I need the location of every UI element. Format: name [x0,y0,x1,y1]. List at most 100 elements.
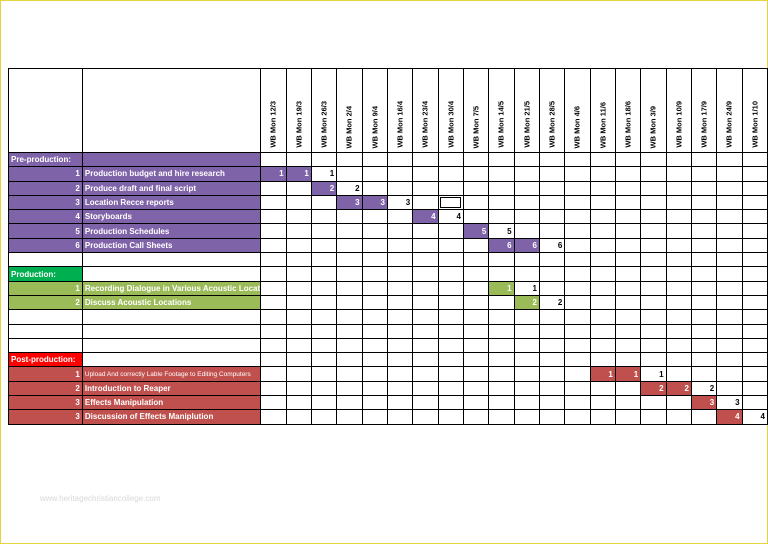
grid-cell[interactable] [564,166,591,182]
grid-cell[interactable] [361,223,388,239]
grid-cell[interactable] [640,252,667,268]
grid-cell[interactable] [716,309,743,325]
grid-cell[interactable] [690,180,718,196]
blank-cell[interactable] [81,252,262,268]
grid-cell[interactable] [741,380,768,397]
task-name[interactable]: Production Call Sheets [81,237,262,254]
grid-cell[interactable] [589,380,616,397]
grid-cell[interactable] [361,280,388,296]
grid-cell[interactable] [462,323,490,339]
grid-cell[interactable] [310,380,338,397]
grid-cell[interactable] [488,395,515,411]
grid-cell[interactable] [310,151,338,168]
grid-cell[interactable] [741,323,768,339]
grid-cell[interactable] [564,180,591,196]
grid-cell[interactable] [412,337,439,354]
grid-cell[interactable] [310,223,338,239]
grid-cell[interactable] [741,352,768,368]
task-name[interactable]: Upload And correctly Lable Footage to Ed… [81,366,262,382]
grid-cell[interactable] [412,151,439,168]
gantt-bar-cell[interactable]: 1 [488,280,515,296]
grid-cell[interactable] [361,294,388,311]
grid-cell[interactable] [589,409,616,425]
grid-cell[interactable] [336,352,363,368]
grid-cell[interactable] [665,337,692,354]
grid-cell[interactable] [716,337,743,354]
grid-cell[interactable] [488,180,515,196]
grid-cell[interactable] [361,409,388,425]
grid-cell[interactable] [690,309,718,325]
grid-cell[interactable] [260,252,287,268]
grid-cell[interactable] [538,209,566,225]
grid-cell[interactable]: 1 [310,166,338,182]
grid-cell[interactable] [665,409,692,425]
grid-cell[interactable] [488,366,515,382]
gantt-bar-cell[interactable]: 2 [310,180,338,196]
grid-cell[interactable] [260,223,287,239]
gantt-bar-cell[interactable]: 1 [285,166,312,182]
grid-cell[interactable] [437,352,464,368]
grid-cell[interactable] [589,223,616,239]
grid-cell[interactable] [614,180,642,196]
grid-cell[interactable] [412,409,439,425]
gantt-bar-cell[interactable]: 6 [513,237,540,254]
grid-cell[interactable] [690,280,718,296]
grid-cell[interactable] [260,294,287,311]
grid-cell[interactable] [589,294,616,311]
grid-cell[interactable] [437,151,464,168]
grid-cell[interactable] [285,223,312,239]
grid-cell[interactable] [462,380,490,397]
grid-cell[interactable] [690,223,718,239]
grid-cell[interactable] [716,294,743,311]
grid-cell[interactable] [437,280,464,296]
grid-cell[interactable] [665,366,692,382]
grid-cell[interactable] [285,309,312,325]
grid-cell[interactable] [716,280,743,296]
grid-cell[interactable] [614,323,642,339]
grid-cell[interactable] [614,309,642,325]
grid-cell[interactable] [589,209,616,225]
grid-cell[interactable] [488,151,515,168]
grid-cell[interactable] [690,252,718,268]
grid-cell[interactable] [741,280,768,296]
grid-cell[interactable] [437,366,464,382]
grid-cell[interactable] [260,337,287,354]
grid-cell[interactable] [716,352,743,368]
grid-cell[interactable] [513,252,540,268]
grid-cell[interactable] [538,180,566,196]
grid-cell[interactable] [336,280,363,296]
grid-cell[interactable] [665,180,692,196]
blank-cell[interactable] [8,337,83,354]
grid-cell[interactable] [437,237,464,254]
grid-cell[interactable] [437,323,464,339]
grid-cell[interactable] [310,209,338,225]
grid-cell[interactable] [462,266,490,282]
grid-cell[interactable] [640,223,667,239]
grid-cell[interactable] [513,180,540,196]
grid-cell[interactable] [640,309,667,325]
grid-cell[interactable] [462,166,490,182]
grid-cell[interactable] [614,352,642,368]
grid-cell[interactable] [564,294,591,311]
grid-cell[interactable] [336,151,363,168]
grid-cell[interactable] [665,294,692,311]
grid-cell[interactable] [513,209,540,225]
grid-cell[interactable] [614,166,642,182]
grid-cell[interactable] [260,395,287,411]
grid-cell[interactable] [564,366,591,382]
grid-cell[interactable] [412,380,439,397]
grid-cell[interactable] [564,151,591,168]
grid-cell[interactable] [462,151,490,168]
grid-cell[interactable] [310,323,338,339]
grid-cell[interactable]: 1 [513,280,540,296]
grid-cell[interactable] [386,395,414,411]
grid-cell[interactable] [310,395,338,411]
grid-cell[interactable] [716,151,743,168]
grid-cell[interactable] [260,237,287,254]
grid-cell[interactable] [260,194,287,211]
grid-cell[interactable] [716,223,743,239]
grid-cell[interactable] [361,352,388,368]
grid-cell[interactable] [690,151,718,168]
grid-cell[interactable] [640,166,667,182]
grid-cell[interactable] [488,252,515,268]
